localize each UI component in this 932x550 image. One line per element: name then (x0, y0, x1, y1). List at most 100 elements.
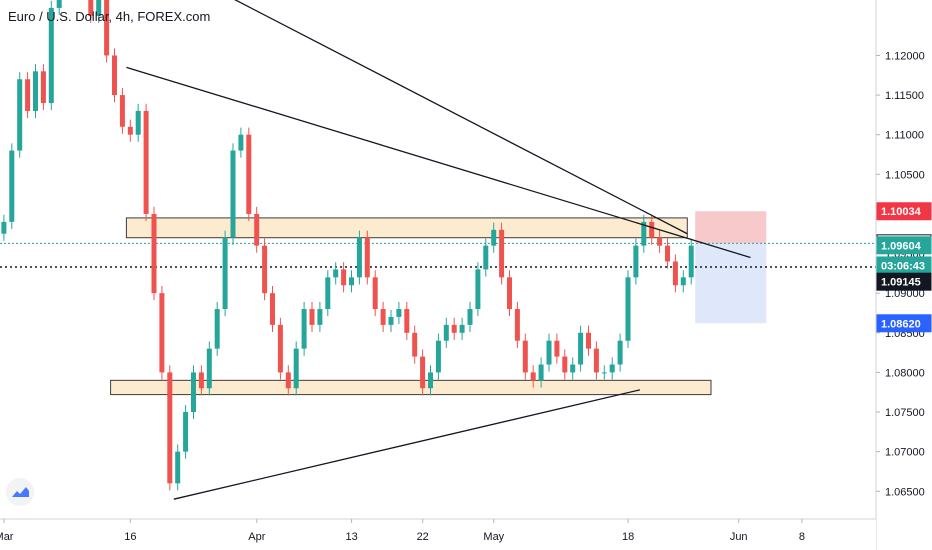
zone-rect-1[interactable] (110, 379, 712, 396)
price-tick-label: 1.11000 (885, 130, 924, 142)
candle-body (530, 372, 536, 381)
candle-body (364, 237, 370, 278)
candle-body (277, 324, 283, 373)
candle-body (420, 356, 426, 389)
candle-body (428, 372, 433, 389)
candle-body (546, 340, 552, 365)
candle-body (586, 332, 591, 349)
candle-body (412, 332, 418, 357)
tradingview-logo-icon[interactable] (6, 478, 34, 506)
candle-body (349, 277, 354, 286)
candle-body (680, 277, 686, 286)
candle-body (333, 269, 339, 278)
price-label-text: 1.09604 (881, 240, 922, 252)
date-tick-label: 18 (622, 531, 634, 543)
candle-body (96, 0, 102, 16)
candle-body (538, 364, 544, 381)
candle-body (625, 277, 631, 341)
date-tick-label: 13 (345, 531, 357, 543)
candle-body (459, 324, 465, 333)
price-tick-label: 1.09000 (885, 288, 925, 300)
date-tick-label: 22 (417, 531, 429, 543)
trendline-0[interactable] (190, 0, 688, 235)
candle-body (175, 451, 181, 484)
candle-body (309, 309, 315, 325)
price-tick-label: 1.12000 (885, 50, 925, 62)
candle-body (270, 293, 275, 325)
take-profit-zone[interactable] (695, 243, 767, 324)
candle-body (388, 316, 394, 325)
candle-body (198, 372, 204, 389)
candle-body (467, 309, 473, 325)
date-tick-label: May (483, 531, 504, 543)
candle-body (570, 364, 576, 373)
candle-body (404, 309, 410, 333)
candle-body (372, 277, 378, 310)
candle-body (341, 269, 347, 286)
candle-body (222, 237, 228, 310)
candle-body (167, 372, 173, 484)
chart-title: Euro / U.S. Dollar, 4h, FOREX.com (8, 9, 211, 24)
price-label-text: 1.09145 (881, 277, 921, 289)
candle-body (285, 372, 291, 389)
candle-body (562, 356, 568, 373)
date-tick-label: Mar (0, 531, 14, 543)
candle-body (649, 221, 655, 238)
candle-body (1, 221, 7, 234)
trendline-2[interactable] (173, 389, 641, 500)
candle-body (325, 277, 331, 310)
candle-body (159, 293, 165, 373)
candle-body (246, 134, 252, 214)
candle-body (191, 372, 196, 413)
candle-body (578, 332, 584, 365)
price-tick-label: 1.10500 (885, 169, 925, 181)
candle-body (641, 221, 647, 246)
candle-body (593, 348, 599, 373)
candle-body (48, 7, 54, 104)
candle-body (317, 309, 323, 325)
candle-body (443, 324, 449, 341)
candle-body (238, 134, 244, 151)
date-tick-label: 8 (799, 531, 805, 543)
candle-body (380, 309, 386, 325)
candle-body (601, 372, 607, 374)
price-tick-label: 1.08000 (885, 367, 925, 379)
date-tick-label: Jun (730, 531, 748, 543)
candle-body (672, 261, 678, 286)
candle-body (665, 245, 670, 262)
candle-body (17, 79, 23, 151)
candle-body (262, 245, 268, 294)
price-label-text: 1.08620 (881, 318, 921, 330)
date-tick-label: 16 (124, 531, 136, 543)
price-label-box[interactable] (876, 236, 932, 255)
time-axis[interactable] (0, 519, 876, 550)
candle-body (507, 277, 512, 310)
candle-body (609, 364, 615, 373)
candle-body (617, 340, 623, 365)
candle-body (119, 95, 125, 127)
candle-body (214, 309, 220, 349)
candle-body (657, 237, 663, 246)
price-label-box[interactable] (876, 272, 932, 291)
candle-body (475, 269, 481, 310)
candle-body (40, 71, 46, 104)
candle-body (25, 79, 31, 111)
stop-loss-zone[interactable] (695, 211, 767, 244)
price-tick-label: 1.11500 (885, 90, 924, 102)
candle-body (633, 245, 639, 278)
price-tick-label: 1.07000 (885, 447, 925, 459)
price-label-box[interactable] (876, 314, 932, 333)
date-tick-label: Apr (248, 531, 265, 543)
candle-body (451, 324, 457, 333)
price-label-box[interactable] (876, 202, 932, 221)
candle-body (88, 0, 94, 16)
zone-rect-0[interactable] (125, 217, 688, 239)
candle-body (554, 340, 560, 357)
candle-body (112, 55, 117, 96)
trendline-1[interactable] (126, 66, 751, 259)
candle-body (356, 237, 362, 278)
candle-body (514, 309, 520, 341)
candle-body (499, 229, 505, 278)
